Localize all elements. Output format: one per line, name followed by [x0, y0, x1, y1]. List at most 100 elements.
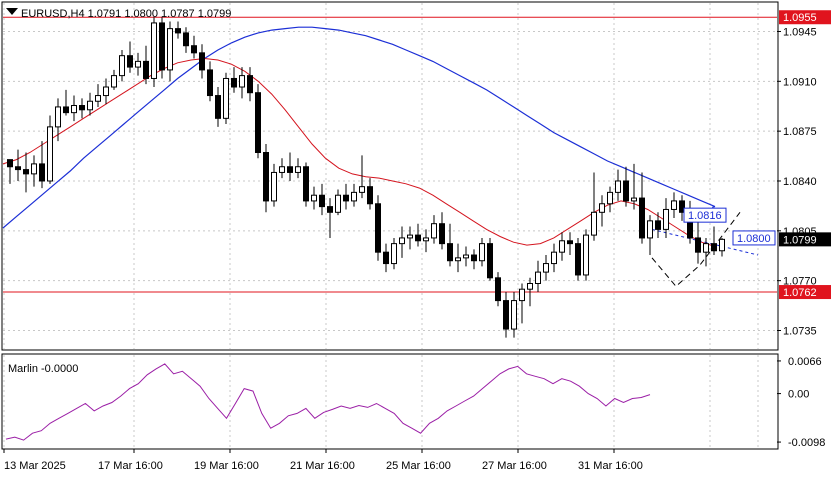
- main-pane-frame: [1, 1, 779, 351]
- candle-body: [23, 169, 29, 175]
- price-tick-label: 1.0875: [783, 126, 817, 138]
- candle-body: [383, 251, 389, 265]
- candle-body: [159, 22, 165, 71]
- candle-body: [143, 60, 149, 79]
- candle-body: [71, 105, 77, 114]
- candle-body: [31, 163, 37, 175]
- candle-body: [247, 75, 253, 94]
- candle-body: [103, 86, 109, 97]
- forecast-price-label: [683, 207, 727, 223]
- candle-body: [311, 194, 317, 202]
- symbol-header: EURUSD,H4 1.0791 1.0800 1.0787 1.0799: [21, 8, 231, 20]
- forecast-price-text: 1.0816: [688, 210, 722, 222]
- candle-body: [511, 300, 517, 330]
- candle-body: [255, 92, 261, 154]
- candle-body: [431, 223, 437, 239]
- candle-body: [607, 191, 613, 205]
- level-price-text: 1.0955: [783, 12, 817, 24]
- candle-body: [95, 95, 101, 102]
- candle-body: [263, 152, 269, 202]
- candle-body: [207, 69, 213, 97]
- candle-body: [111, 75, 117, 88]
- candle-body: [663, 208, 669, 230]
- candle-body: [407, 234, 413, 239]
- candle-body: [7, 159, 13, 168]
- candle-body: [527, 283, 533, 290]
- candle-body: [639, 197, 645, 239]
- level-price-text: 1.0762: [783, 287, 817, 299]
- candle-body: [231, 77, 237, 88]
- candle-body: [175, 28, 181, 34]
- candle-body: [183, 32, 189, 47]
- level-price-label: [779, 10, 831, 25]
- candle-body: [439, 223, 445, 245]
- time-tick-label: 27 Mar 16:00: [482, 460, 547, 472]
- forecast-path: [651, 212, 741, 288]
- candle-body: [447, 243, 453, 262]
- marlin-tick-label: -0.0098: [788, 437, 825, 449]
- candle-body: [463, 254, 469, 259]
- candle-body: [39, 163, 45, 182]
- forecast-price-label: [732, 230, 776, 246]
- candle-body: [647, 220, 653, 239]
- candle-body: [135, 60, 141, 68]
- candle-body: [343, 194, 349, 202]
- candle-body: [543, 263, 549, 273]
- candle-body: [487, 243, 493, 279]
- candle-body: [455, 257, 461, 262]
- candle-body: [559, 240, 565, 253]
- candle-body: [719, 238, 725, 252]
- candle-body: [655, 220, 661, 230]
- candle-body: [399, 237, 405, 245]
- candle-body: [599, 203, 605, 213]
- candle-body: [671, 200, 677, 210]
- candle-body: [279, 166, 285, 173]
- candle-body: [583, 234, 589, 276]
- current-price-label: [779, 232, 831, 247]
- candle-body: [575, 243, 581, 276]
- candle-body: [623, 180, 629, 202]
- candle-body: [271, 171, 277, 202]
- candle-body: [367, 186, 373, 205]
- price-tick-label: 1.0910: [783, 76, 817, 88]
- candle-body: [295, 166, 301, 173]
- candle-body: [191, 45, 197, 54]
- indicator-pane-frame: [1, 353, 779, 450]
- candle-body: [15, 166, 21, 171]
- candle-body: [615, 180, 621, 193]
- candle-body: [591, 211, 597, 236]
- candle-body: [327, 206, 333, 213]
- marlin-tick-label: 0.0066: [788, 356, 822, 368]
- candle-body: [567, 240, 573, 245]
- candle-body: [119, 55, 125, 77]
- indicator-header: Marlin -0.0000: [8, 363, 78, 375]
- candle-body: [303, 166, 309, 202]
- candle-body: [239, 75, 245, 88]
- candle-body: [127, 55, 133, 68]
- candle-body: [87, 100, 93, 111]
- candle-body: [223, 77, 229, 119]
- time-tick-label: 13 Mar 2025: [4, 460, 66, 472]
- candle-body: [63, 106, 69, 114]
- time-tick-label: 25 Mar 16:00: [386, 460, 451, 472]
- candle-body: [287, 166, 293, 173]
- candle-body: [495, 277, 501, 302]
- candle-body: [703, 243, 709, 253]
- candle-body: [415, 234, 421, 242]
- candle-body: [47, 126, 53, 182]
- candle-body: [503, 300, 509, 330]
- candle-body: [351, 191, 357, 202]
- level-price-label: [779, 285, 831, 300]
- time-tick-label: 31 Mar 16:00: [578, 460, 643, 472]
- candle-body: [423, 237, 429, 242]
- time-tick-label: 21 Mar 16:00: [290, 460, 355, 472]
- candle-body: [679, 200, 685, 213]
- candle-body: [335, 194, 341, 213]
- dropdown-triangle-icon[interactable]: [6, 8, 18, 15]
- candle-body: [167, 28, 173, 71]
- candle-body: [551, 251, 557, 265]
- price-tick-label: 1.0770: [783, 276, 817, 288]
- candle-body: [215, 95, 221, 119]
- time-tick-label: 19 Mar 16:00: [194, 460, 259, 472]
